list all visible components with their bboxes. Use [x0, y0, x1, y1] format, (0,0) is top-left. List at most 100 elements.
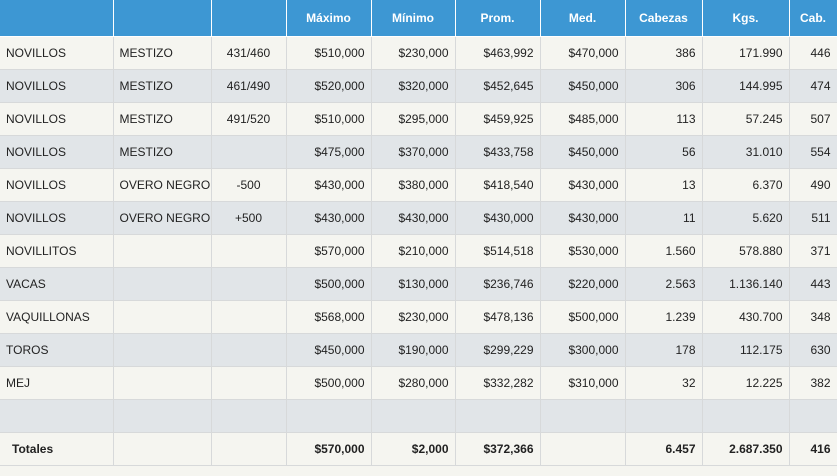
median-cell: $430,000 [540, 168, 626, 202]
max-cell: $500,000 [286, 366, 372, 400]
breed-cell: MESTIZO [113, 135, 212, 169]
totals-max-cell: $570,000 [286, 432, 372, 466]
heads-cell: 306 [625, 69, 703, 103]
kgs-cell: 5.620 [702, 201, 790, 235]
weight-range-cell [211, 234, 287, 268]
weight-range-cell: 461/490 [211, 69, 287, 103]
median-cell: $450,000 [540, 135, 626, 169]
avg-cell: $418,540 [455, 168, 541, 202]
heads-cell: 2.563 [625, 267, 703, 301]
breed-cell: MESTIZO [113, 69, 212, 103]
kgs-cell: 430.700 [702, 300, 790, 334]
breed-cell [113, 300, 212, 334]
table-header: Máximo Mínimo Prom. Med. Cabezas Kgs. Ca… [0, 0, 837, 37]
median-cell: $310,000 [540, 366, 626, 400]
totals-median-cell [540, 432, 626, 466]
totals-avg-cell: $372,366 [455, 432, 541, 466]
max-cell: $500,000 [286, 267, 372, 301]
category-cell: NOVILLOS [0, 201, 114, 235]
totals-weight-range-cell [211, 432, 287, 466]
kgs-cell: 12.225 [702, 366, 790, 400]
min-cell: $190,000 [371, 333, 456, 367]
kgs-cell: 6.370 [702, 168, 790, 202]
kgs-cell: 578.880 [702, 234, 790, 268]
avg-cell: $433,758 [455, 135, 541, 169]
cab-cell: 490 [789, 168, 837, 202]
max-cell: $520,000 [286, 69, 372, 103]
header-cab: Cab. [789, 0, 837, 37]
cab-cell: 443 [789, 267, 837, 301]
median-cell: $500,000 [540, 300, 626, 334]
weight-range-cell [211, 135, 287, 169]
category-cell [0, 399, 114, 433]
table-row: NOVILLOS MESTIZO $475,000 $370,000 $433,758 $… [0, 135, 837, 169]
table-row: NOVILLOS OVERO NEGRO -500 $430,000 $380,000 $… [0, 168, 837, 202]
min-cell: $230,000 [371, 36, 456, 70]
median-cell [540, 399, 626, 433]
cab-cell: 382 [789, 366, 837, 400]
avg-cell: $236,746 [455, 267, 541, 301]
kgs-cell [702, 399, 790, 433]
weight-range-cell [211, 267, 287, 301]
kgs-cell: 171.990 [702, 36, 790, 70]
median-cell: $300,000 [540, 333, 626, 367]
weight-range-cell: +500 [211, 201, 287, 235]
avg-cell: $430,000 [455, 201, 541, 235]
min-cell: $130,000 [371, 267, 456, 301]
header-category [0, 0, 114, 37]
cab-cell: 554 [789, 135, 837, 169]
kgs-cell: 57.245 [702, 102, 790, 136]
avg-cell: $452,645 [455, 69, 541, 103]
breed-cell [113, 234, 212, 268]
heads-cell: 1.239 [625, 300, 703, 334]
category-cell: TOROS [0, 333, 114, 367]
max-cell [286, 399, 372, 433]
weight-range-cell [211, 300, 287, 334]
breed-cell [113, 366, 212, 400]
category-cell: MEJ [0, 366, 114, 400]
category-cell: NOVILLITOS [0, 234, 114, 268]
median-cell: $530,000 [540, 234, 626, 268]
median-cell: $470,000 [540, 36, 626, 70]
header-row: Máximo Mínimo Prom. Med. Cabezas Kgs. Ca… [0, 0, 837, 37]
table-row: NOVILLOS MESTIZO 431/460 $510,000 $230,000 $4… [0, 36, 837, 70]
max-cell: $450,000 [286, 333, 372, 367]
breed-cell: MESTIZO [113, 36, 212, 70]
weight-range-cell [211, 333, 287, 367]
min-cell: $380,000 [371, 168, 456, 202]
table-row [0, 399, 837, 433]
min-cell: $295,000 [371, 102, 456, 136]
category-cell: VAQUILLONAS [0, 300, 114, 334]
table-row: VACAS $500,000 $130,000 $236,746 $220,000 2.5… [0, 267, 837, 301]
market-results-table: Máximo Mínimo Prom. Med. Cabezas Kgs. Ca… [0, 0, 837, 466]
kgs-cell: 31.010 [702, 135, 790, 169]
header-min: Mínimo [371, 0, 456, 37]
table-row: NOVILLITOS $570,000 $210,000 $514,518 $530,0… [0, 234, 837, 268]
totals-row: Totales $570,000 $2,000 $372,366 6.457 2.687.… [0, 432, 837, 466]
header-heads: Cabezas [625, 0, 703, 37]
totals-label: Totales [0, 432, 114, 466]
max-cell: $568,000 [286, 300, 372, 334]
median-cell: $450,000 [540, 69, 626, 103]
avg-cell: $514,518 [455, 234, 541, 268]
breed-cell: OVERO NEGRO [113, 168, 212, 202]
min-cell: $230,000 [371, 300, 456, 334]
max-cell: $570,000 [286, 234, 372, 268]
category-cell: NOVILLOS [0, 36, 114, 70]
breed-cell: OVERO NEGRO [113, 201, 212, 235]
min-cell: $430,000 [371, 201, 456, 235]
heads-cell: 178 [625, 333, 703, 367]
header-breed [113, 0, 212, 37]
avg-cell: $463,992 [455, 36, 541, 70]
cab-cell: 371 [789, 234, 837, 268]
header-avg: Prom. [455, 0, 541, 37]
min-cell: $320,000 [371, 69, 456, 103]
table-row: VAQUILLONAS $568,000 $230,000 $478,136 $500,… [0, 300, 837, 334]
min-cell: $210,000 [371, 234, 456, 268]
avg-cell: $459,925 [455, 102, 541, 136]
heads-cell: 1.560 [625, 234, 703, 268]
table-row: TOROS $450,000 $190,000 $299,229 $300,000 178… [0, 333, 837, 367]
category-cell: NOVILLOS [0, 102, 114, 136]
category-cell: NOVILLOS [0, 69, 114, 103]
weight-range-cell: -500 [211, 168, 287, 202]
